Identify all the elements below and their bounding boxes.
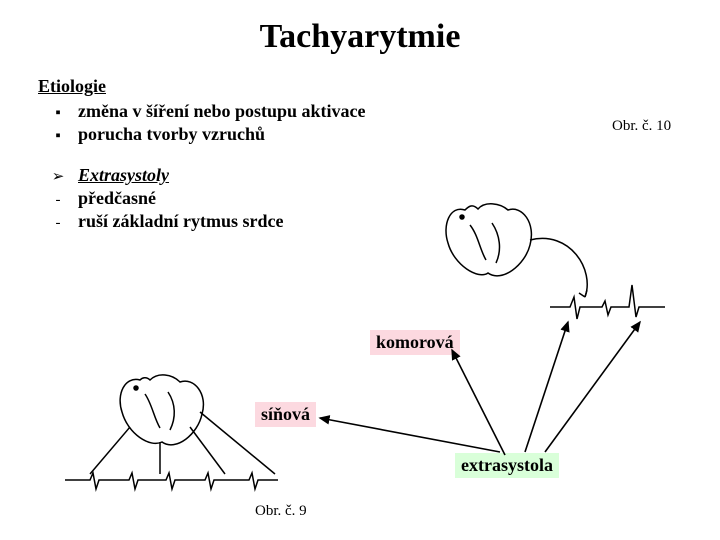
pointer-arrows: [0, 0, 720, 540]
